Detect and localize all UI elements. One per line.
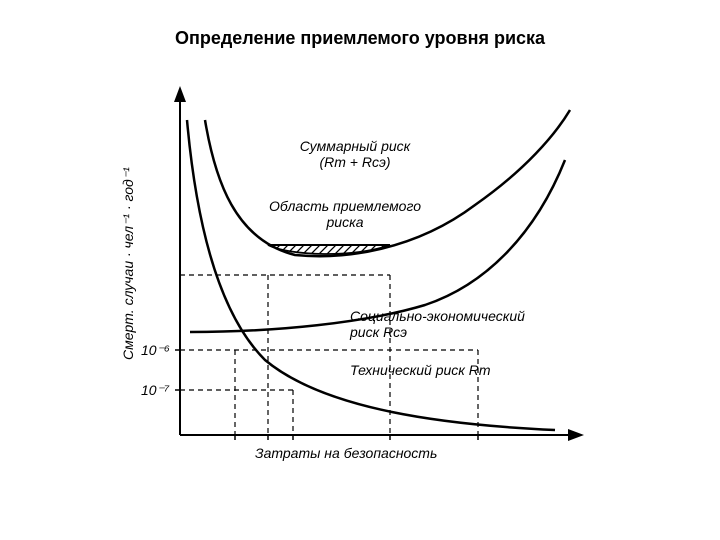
page-title: Определение приемлемого уровня риска (0, 28, 720, 49)
plot-svg (125, 80, 595, 480)
risk-chart: Смерт. случаи · чел⁻¹ · год⁻¹ 10⁻⁶ 10⁻⁷ … (125, 80, 595, 480)
